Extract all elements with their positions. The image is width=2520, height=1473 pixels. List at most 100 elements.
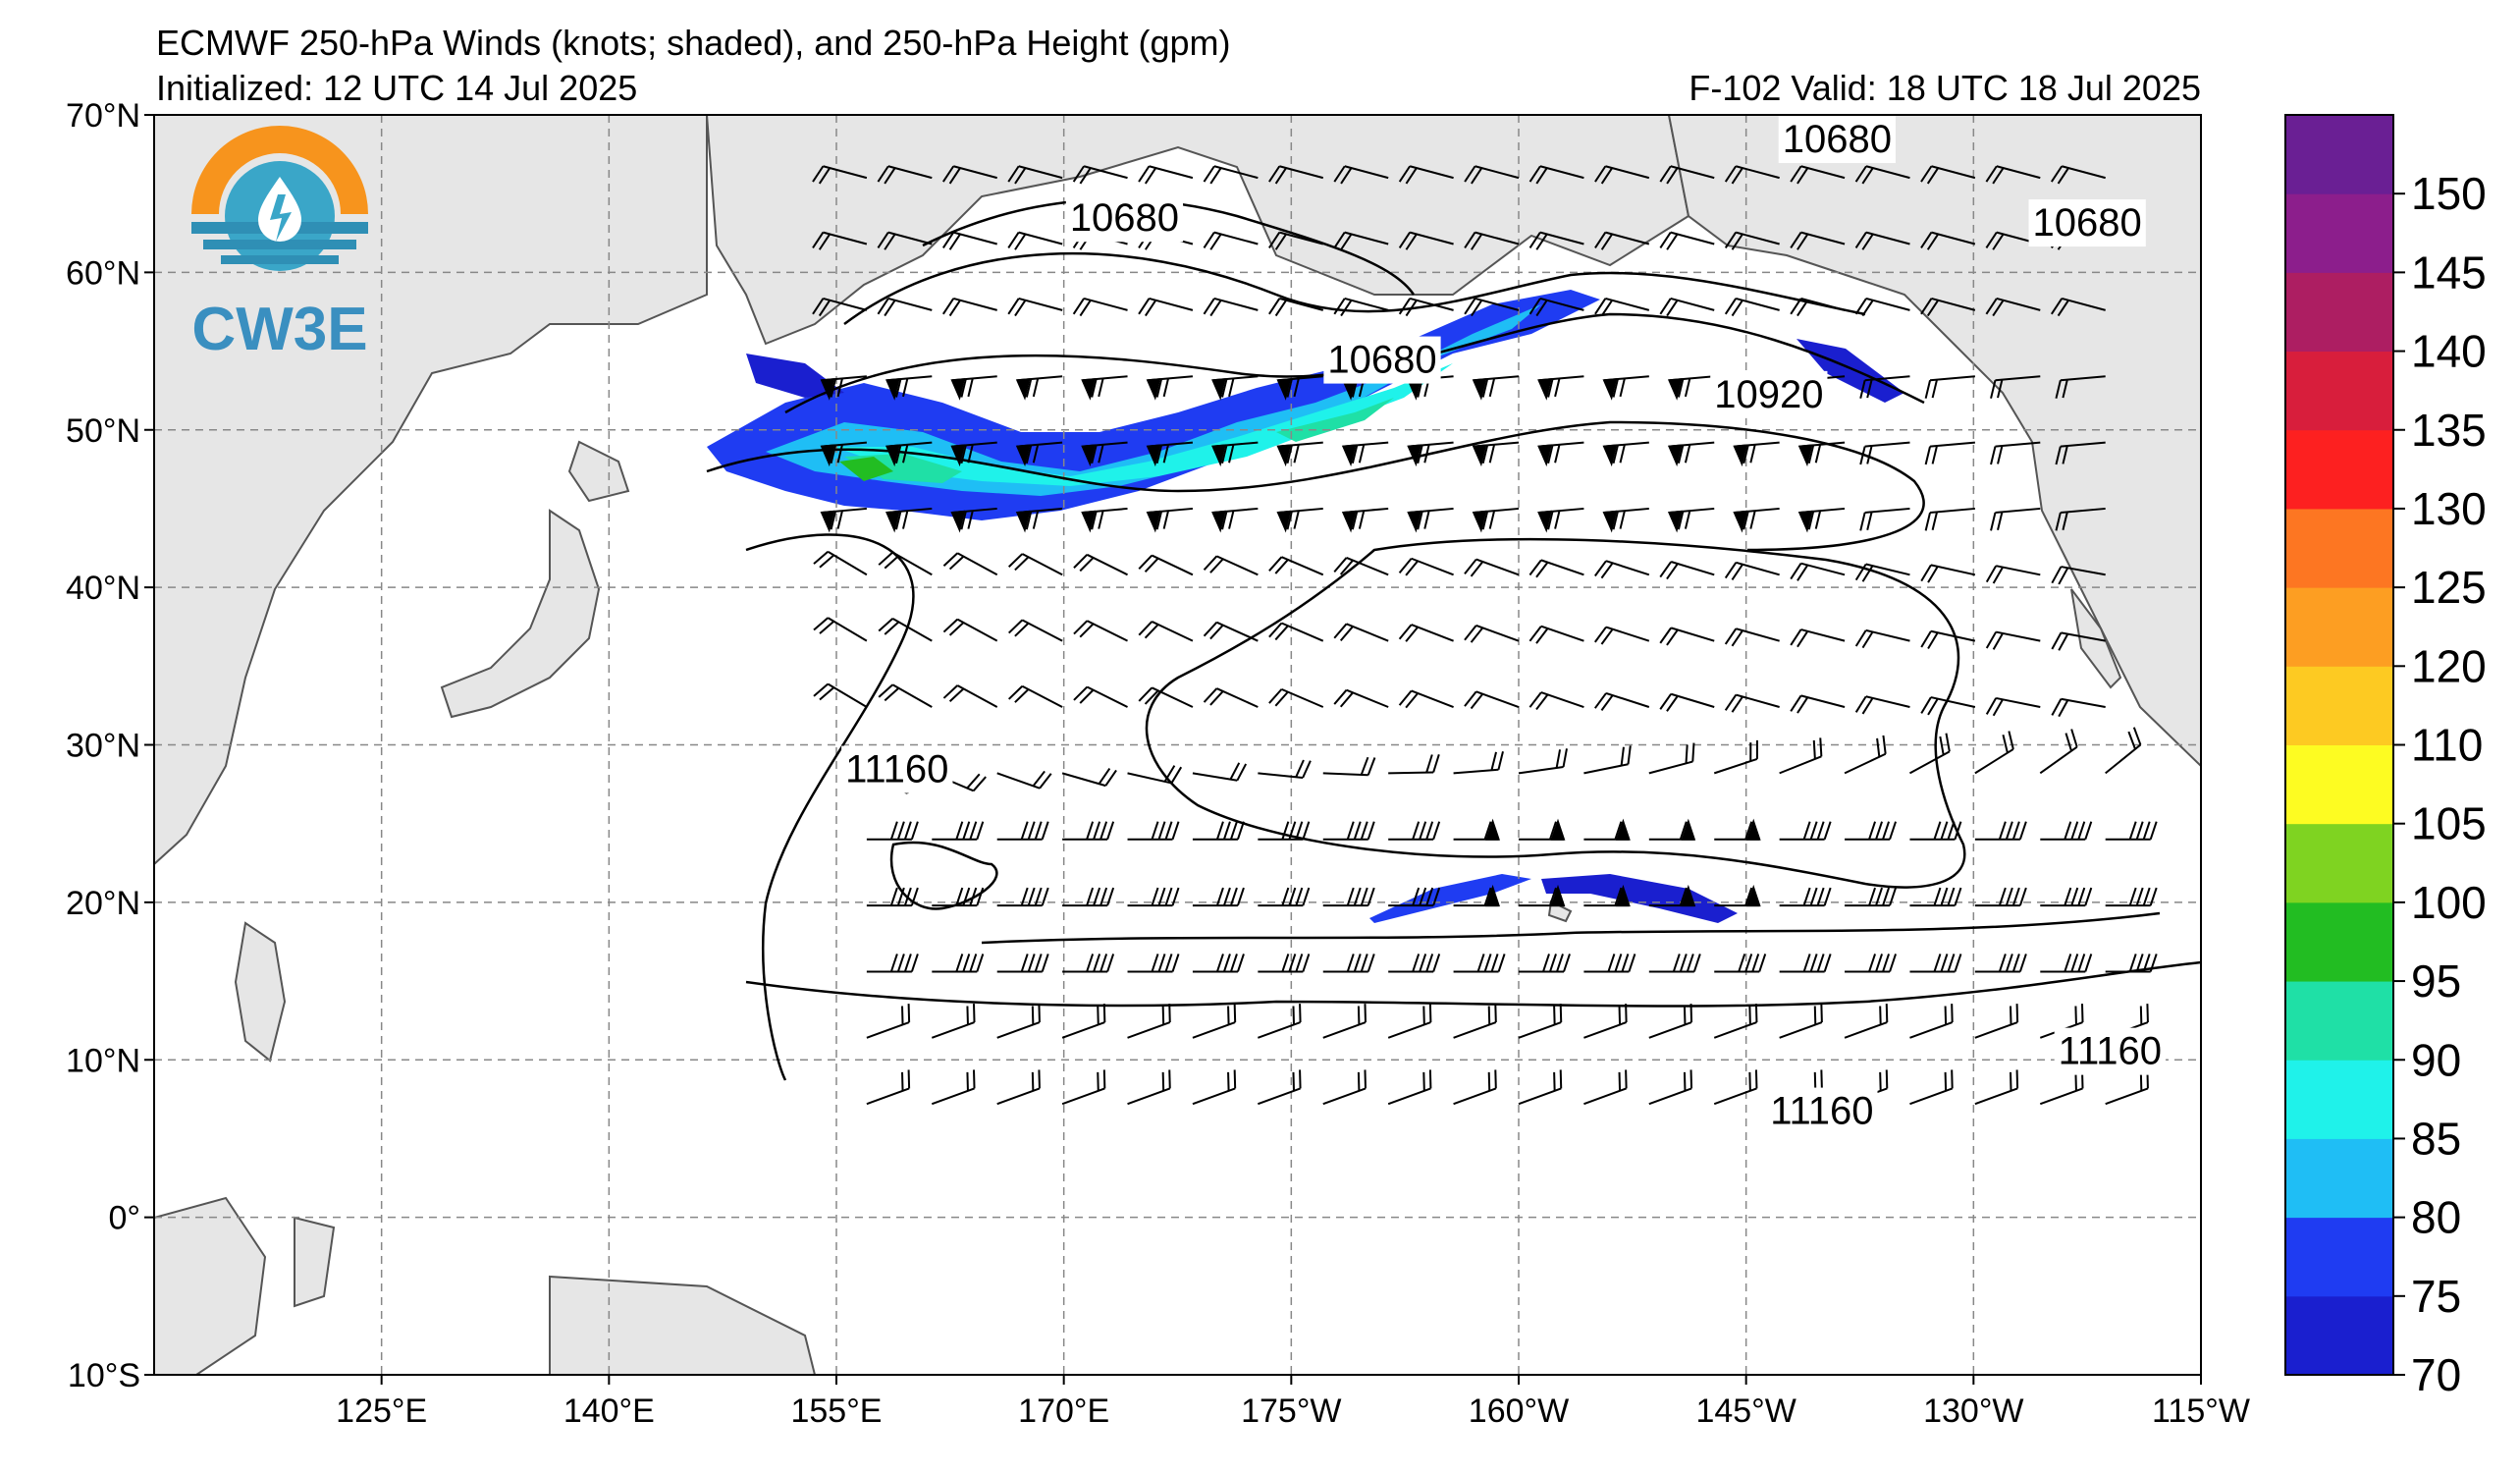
wind-barb bbox=[866, 887, 919, 907]
wind-barb bbox=[1648, 884, 1696, 907]
wind-barb bbox=[1192, 887, 1245, 907]
wind-barb bbox=[1464, 690, 1520, 710]
wind-barb bbox=[2055, 441, 2106, 465]
wind-barb bbox=[812, 165, 868, 185]
wind-barb bbox=[1602, 507, 1649, 533]
contour-label: 10920 bbox=[1714, 373, 1823, 416]
wind-barb bbox=[1073, 685, 1128, 708]
wind-barb bbox=[1127, 954, 1180, 973]
colorbar-label: 75 bbox=[2411, 1271, 2461, 1322]
colorbar-label: 150 bbox=[2411, 168, 2487, 219]
colorbar-label: 80 bbox=[2411, 1192, 2461, 1243]
colorbar-label: 130 bbox=[2411, 483, 2487, 534]
colorbar-swatch bbox=[2285, 823, 2393, 903]
celebes bbox=[294, 1216, 336, 1308]
north-america bbox=[1667, 115, 2201, 768]
colorbar-label: 105 bbox=[2411, 798, 2487, 849]
wind-barb bbox=[1844, 1004, 1889, 1039]
wind-barb bbox=[1203, 621, 1259, 642]
lat-label: 40°N bbox=[66, 570, 140, 607]
contour-11160-inner bbox=[1145, 537, 1966, 889]
wind-barb bbox=[1007, 297, 1063, 317]
contour-label-bg bbox=[1710, 370, 1828, 418]
wind-barb bbox=[1464, 165, 1520, 185]
wind-barb bbox=[1061, 767, 1117, 788]
wind-barb bbox=[1714, 818, 1761, 841]
wind-barb bbox=[1453, 1069, 1497, 1106]
wind-barb bbox=[1015, 507, 1063, 533]
wind-barb bbox=[1061, 1069, 1106, 1106]
wind-barb bbox=[942, 552, 998, 576]
wind-barb bbox=[1713, 1004, 1758, 1039]
contour-label: 10680 bbox=[2033, 201, 2142, 245]
colorbar-swatch bbox=[2285, 272, 2393, 353]
japan bbox=[440, 509, 601, 719]
wind-barb bbox=[942, 618, 998, 642]
wind-barb bbox=[1659, 297, 1715, 317]
wind-barb bbox=[1276, 375, 1323, 401]
wind-barb bbox=[1333, 297, 1389, 317]
wind-barb bbox=[1854, 231, 1910, 250]
colorbar-swatch bbox=[2285, 981, 2393, 1061]
wind-barb bbox=[1258, 887, 1311, 907]
wind-barb bbox=[1268, 231, 1324, 250]
wind-barb bbox=[1648, 1004, 1693, 1039]
contour-label: 10680 bbox=[1327, 339, 1436, 382]
wind-barb bbox=[1667, 507, 1715, 533]
wind-barb bbox=[996, 1069, 1041, 1106]
contour-11160-tropics bbox=[745, 960, 2201, 1008]
wind-barb bbox=[1258, 954, 1311, 973]
wind-barb bbox=[1127, 765, 1183, 785]
wind-barb bbox=[1990, 441, 2041, 465]
wind-barb bbox=[1146, 375, 1194, 401]
lat-label: 70°N bbox=[66, 97, 140, 135]
wind-barb bbox=[1211, 441, 1259, 467]
wind-barb bbox=[1203, 555, 1259, 576]
wind-barb bbox=[1192, 762, 1248, 782]
wind-barb bbox=[1990, 375, 2041, 399]
wind-barb bbox=[1453, 954, 1506, 973]
wind-barb bbox=[1594, 691, 1650, 711]
wind-barb bbox=[1790, 297, 1846, 317]
wind-barb bbox=[1528, 165, 1584, 185]
wind-barb bbox=[1464, 558, 1520, 577]
wind-barb bbox=[1594, 165, 1650, 185]
wind-barb bbox=[942, 684, 998, 708]
wind-barb bbox=[1072, 165, 1128, 185]
wind-barb bbox=[1322, 887, 1375, 907]
wind-barb bbox=[932, 887, 985, 907]
wind-barb bbox=[1797, 507, 1846, 533]
lat-label: 30°N bbox=[66, 728, 140, 765]
wind-barb bbox=[2051, 566, 2106, 585]
wind-barb bbox=[1472, 441, 1520, 467]
borneo bbox=[154, 1196, 267, 1375]
wind-barb bbox=[1398, 624, 1454, 642]
wind-barb bbox=[813, 617, 868, 642]
wind-barb bbox=[1258, 1069, 1302, 1106]
wind-barb bbox=[950, 441, 997, 467]
wind-barb bbox=[1146, 507, 1194, 533]
colorbar-label: 135 bbox=[2411, 405, 2487, 456]
lat-label: 10°N bbox=[66, 1042, 140, 1079]
wind-barb bbox=[1081, 375, 1128, 401]
wind-barb bbox=[1453, 818, 1500, 841]
wind-barb bbox=[1138, 297, 1194, 317]
wind-barb bbox=[1192, 821, 1245, 841]
wind-barb bbox=[1333, 557, 1389, 576]
new-guinea bbox=[549, 1275, 817, 1375]
wind-barb bbox=[1659, 692, 1715, 712]
wind-barb bbox=[1659, 627, 1715, 646]
wind-barb bbox=[1322, 1069, 1367, 1106]
wind-barb bbox=[1909, 1004, 1954, 1039]
wind-barb bbox=[1790, 165, 1846, 185]
wind-barb bbox=[1724, 231, 1780, 250]
wind-barb bbox=[1276, 441, 1323, 467]
wind-barb bbox=[1203, 297, 1259, 317]
wind-barb bbox=[1192, 1004, 1237, 1039]
wind-barb bbox=[1528, 559, 1584, 578]
wind-barb bbox=[1138, 621, 1194, 642]
wind-barb bbox=[1845, 954, 1898, 973]
wind-barb bbox=[1073, 620, 1128, 642]
wind-barb bbox=[1472, 375, 1520, 401]
wind-barb bbox=[1211, 507, 1259, 533]
